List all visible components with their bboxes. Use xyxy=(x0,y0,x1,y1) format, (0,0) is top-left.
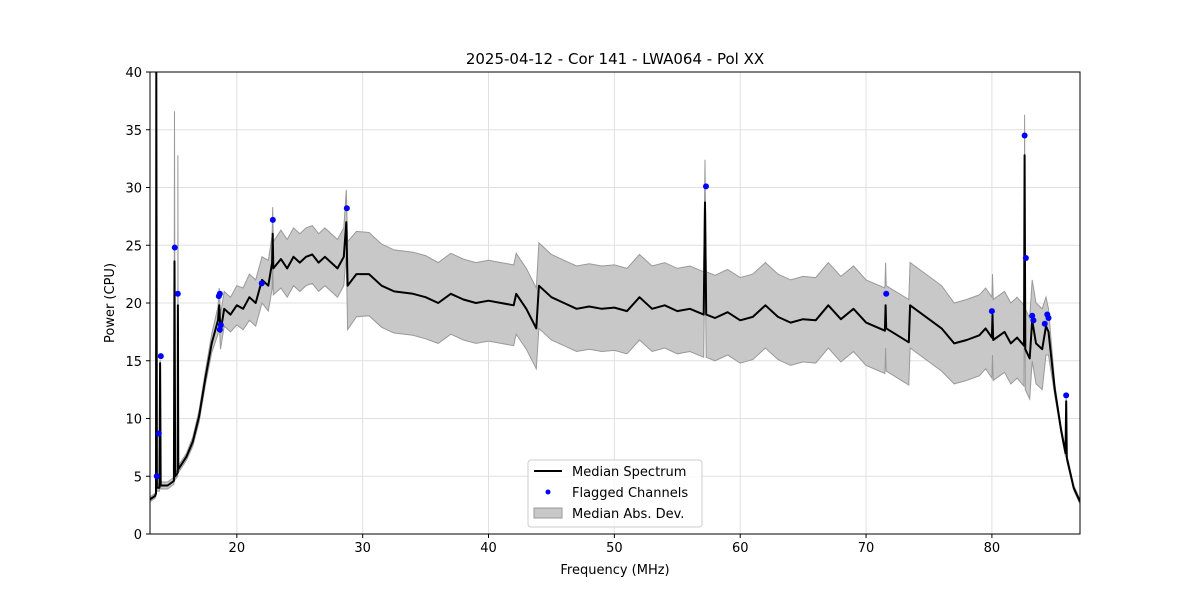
flagged-channel-point xyxy=(1063,392,1070,399)
x-tick-label: 40 xyxy=(480,541,497,556)
y-tick-label: 40 xyxy=(125,66,142,81)
flagged-channel-point xyxy=(1022,254,1029,261)
y-tick-label: 30 xyxy=(125,182,142,197)
flagged-channel-point xyxy=(216,326,223,333)
flagged-channel-point xyxy=(1045,315,1052,322)
x-tick-label: 20 xyxy=(229,541,246,556)
legend-flagged-label: Flagged Channels xyxy=(572,486,688,501)
flagged-channel-point xyxy=(171,244,178,251)
x-tick-label: 60 xyxy=(732,541,749,556)
flagged-channel-point xyxy=(988,308,995,315)
y-tick-label: 0 xyxy=(134,528,142,543)
legend: Median Spectrum Flagged Channels Median … xyxy=(527,459,703,528)
flagged-channel-point xyxy=(155,430,162,437)
legend-mad-label: Median Abs. Dev. xyxy=(572,507,684,522)
plot-area xyxy=(150,72,1080,505)
legend-mad-swatch xyxy=(533,507,563,519)
y-tick-label: 15 xyxy=(125,355,142,370)
legend-box xyxy=(527,459,703,528)
y-tick-label: 10 xyxy=(125,413,142,428)
x-tick-label: 80 xyxy=(984,541,1001,556)
flagged-channel-point xyxy=(1030,317,1037,324)
flagged-channel-point xyxy=(1029,312,1036,319)
y-axis-label: Power (CPU) xyxy=(103,263,118,343)
flagged-channel-point xyxy=(343,205,350,212)
x-tick-label: 70 xyxy=(858,541,875,556)
y-tick-label: 20 xyxy=(125,297,142,312)
flagged-channel-point xyxy=(216,290,223,297)
flagged-channel-point xyxy=(1041,320,1048,327)
median-abs-dev-band xyxy=(150,72,1080,505)
x-axis-label: Frequency (MHz) xyxy=(560,563,669,578)
flagged-channel-point xyxy=(157,353,164,360)
chart-title: 2025-04-12 - Cor 141 - LWA064 - Pol XX xyxy=(466,50,764,68)
legend-flagged-swatch xyxy=(545,489,551,495)
flagged-channel-point xyxy=(174,290,181,297)
flagged-channel-point xyxy=(883,290,890,297)
flagged-channel-point xyxy=(1021,132,1028,139)
flagged-channel-point xyxy=(702,183,709,190)
x-tick-label: 50 xyxy=(606,541,623,556)
x-tick-label: 30 xyxy=(354,541,371,556)
legend-median-label: Median Spectrum xyxy=(572,465,686,480)
axis-ticks: 20 30 40 50 60 70 80 0 5 10 15 20 25 30 35 40 xyxy=(125,66,1000,556)
y-tick-label: 35 xyxy=(125,124,142,139)
flagged-channel-point xyxy=(269,216,276,223)
y-tick-label: 25 xyxy=(125,239,142,254)
flagged-channel-point xyxy=(217,321,224,328)
flagged-channel-point xyxy=(153,473,160,480)
y-tick-label: 5 xyxy=(134,470,142,485)
median-spectrum-line xyxy=(150,72,1080,503)
flagged-channel-point xyxy=(258,280,265,287)
